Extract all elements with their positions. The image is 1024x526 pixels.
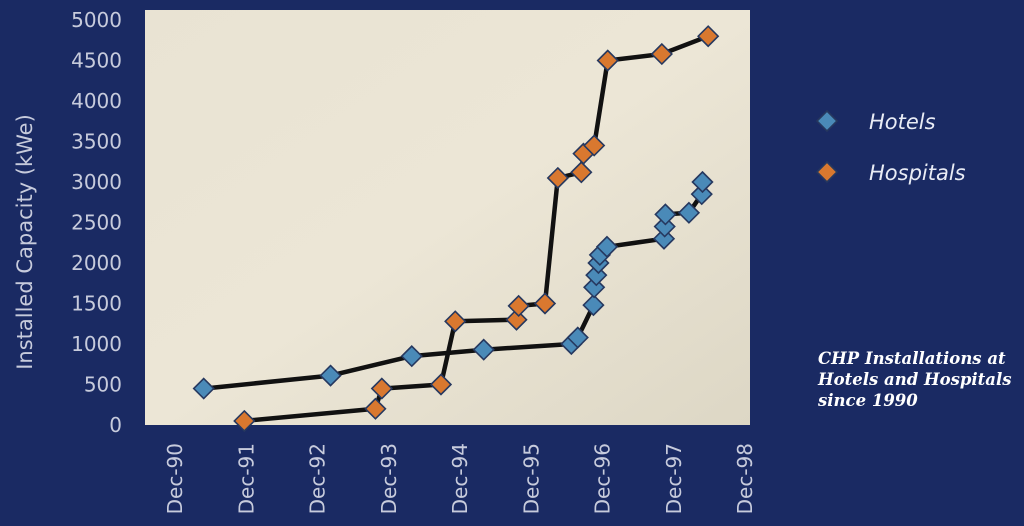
y-tick-label: 500	[84, 373, 122, 397]
data-point-hospitals	[370, 377, 393, 400]
data-point-hotels	[192, 377, 215, 400]
data-point-hospitals	[507, 294, 530, 318]
y-tick-label: 1000	[71, 332, 122, 356]
y-tick-label: 2500	[71, 211, 122, 235]
y-tick-label: 0	[109, 413, 122, 437]
legend-label-hospitals: Hospitals	[869, 161, 966, 185]
legend-marker-hospitals	[815, 160, 839, 184]
data-point-hotels	[654, 203, 677, 226]
y-tick-label: 4500	[71, 49, 122, 73]
y-axis-ticks: 0 500 1000 1500 2000 2500 3000 3500 4000 4500 5000	[71, 8, 122, 437]
data-point-hotels	[400, 345, 423, 368]
y-axis-title: Installed Capacity (kWe)	[13, 114, 37, 370]
x-tick-label: Dec-91	[234, 443, 258, 514]
data-point-hotels	[677, 201, 701, 224]
y-tick-label: 1500	[71, 292, 122, 316]
x-tick-label: Dec-97	[662, 443, 686, 514]
data-point-hotels	[652, 227, 676, 250]
x-tick-label: Dec-94	[448, 443, 472, 514]
data-point-hospitals	[444, 310, 467, 333]
caption-line-2: Hotels and Hospitals	[818, 370, 1012, 389]
data-point-hospitals	[533, 292, 557, 315]
series-markers	[192, 25, 720, 433]
data-point-hotels	[690, 183, 713, 206]
x-tick-label: Dec-96	[591, 443, 615, 514]
y-tick-label: 4000	[71, 89, 122, 113]
data-point-hospitals	[570, 161, 593, 184]
chart-caption: CHP Installations at Hotels and Hospital…	[818, 348, 1024, 411]
data-point-hospitals	[364, 397, 387, 420]
data-point-hospitals	[505, 308, 528, 331]
legend-label-hotels: Hotels	[869, 110, 936, 134]
data-point-hospitals	[650, 42, 673, 66]
y-tick-label: 5000	[71, 8, 122, 32]
x-axis-ticks: Dec-90 Dec-91 Dec-92 Dec-93 Dec-94 Dec-95 Dec-…	[163, 443, 757, 514]
data-point-hospitals	[233, 409, 256, 433]
caption-line-1: CHP Installations at	[818, 349, 1006, 368]
data-point-hotels	[566, 326, 589, 349]
legend-marker-hotels	[815, 109, 839, 133]
y-tick-label: 2000	[71, 251, 122, 275]
data-point-hotels	[691, 170, 714, 194]
caption-line-3: since 1990	[818, 391, 918, 410]
x-tick-label: Dec-92	[306, 443, 330, 514]
data-point-hotels	[595, 235, 619, 258]
x-tick-label: Dec-98	[733, 443, 757, 514]
data-point-hospitals	[546, 166, 569, 190]
y-tick-label: 3000	[71, 170, 122, 194]
x-tick-label: Dec-95	[519, 443, 543, 514]
data-point-hotels	[582, 293, 605, 317]
data-point-hotels	[319, 364, 342, 387]
y-tick-label: 3500	[71, 130, 122, 154]
x-tick-label: Dec-90	[163, 443, 187, 514]
data-point-hospitals	[596, 49, 619, 72]
data-point-hospitals	[697, 25, 720, 48]
data-point-hotels	[653, 215, 676, 238]
data-point-hospitals	[429, 373, 453, 396]
data-point-hotels	[472, 338, 495, 361]
x-tick-label: Dec-93	[377, 443, 401, 514]
data-point-hospitals	[583, 134, 606, 157]
legend: Hotels Hospitals	[815, 109, 966, 185]
